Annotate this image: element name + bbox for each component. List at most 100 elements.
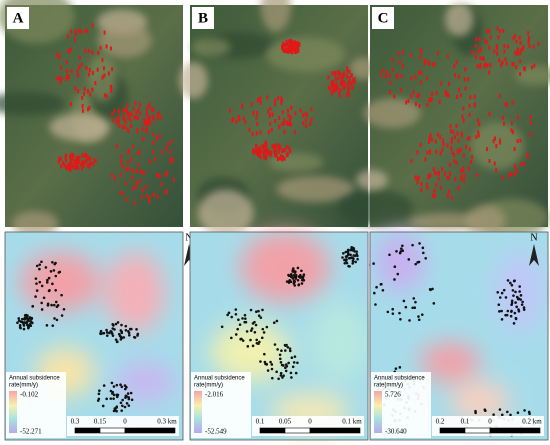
ps-point bbox=[74, 161, 77, 166]
ps-point bbox=[414, 300, 417, 304]
ps-point bbox=[463, 173, 466, 178]
ps-point bbox=[507, 173, 510, 178]
ps-point bbox=[504, 313, 507, 317]
ps-point bbox=[474, 411, 477, 415]
ps-point bbox=[220, 325, 224, 329]
ps-point bbox=[242, 116, 245, 121]
ps-point bbox=[275, 370, 278, 374]
ps-point bbox=[116, 120, 119, 125]
ps-point bbox=[249, 329, 253, 332]
ps-point bbox=[102, 66, 105, 71]
ps-point bbox=[85, 66, 88, 71]
ps-point bbox=[255, 338, 259, 342]
ps-point bbox=[118, 123, 121, 128]
ps-point bbox=[40, 301, 43, 305]
ps-point bbox=[279, 156, 282, 161]
ps-point bbox=[462, 106, 465, 111]
ps-point bbox=[414, 262, 417, 266]
ps-point bbox=[142, 137, 145, 142]
ps-point bbox=[299, 276, 302, 279]
ps-point bbox=[252, 150, 255, 155]
ps-point bbox=[425, 182, 428, 187]
ps-point bbox=[418, 103, 421, 108]
ps-point bbox=[278, 353, 282, 357]
ps-point bbox=[302, 121, 305, 126]
ps-point bbox=[435, 149, 438, 154]
ps-point bbox=[288, 347, 292, 350]
ps-point bbox=[527, 39, 530, 44]
ps-point bbox=[341, 256, 344, 259]
ps-point bbox=[347, 92, 350, 97]
ps-point bbox=[78, 55, 81, 60]
ps-point bbox=[134, 185, 137, 190]
ps-point bbox=[341, 81, 344, 86]
terrain-patch bbox=[266, 37, 346, 72]
ps-point bbox=[430, 137, 433, 142]
ps-point bbox=[89, 92, 92, 97]
ps-point bbox=[111, 112, 114, 117]
ps-point bbox=[130, 157, 133, 162]
ps-point bbox=[268, 112, 271, 117]
ps-point bbox=[375, 285, 378, 289]
ps-point bbox=[98, 389, 101, 392]
ps-point bbox=[255, 310, 258, 313]
ps-point bbox=[102, 384, 106, 387]
ps-point bbox=[477, 50, 480, 55]
ps-point bbox=[273, 144, 276, 149]
ps-point bbox=[271, 144, 274, 149]
ps-point bbox=[515, 305, 518, 309]
ps-point bbox=[147, 104, 150, 109]
ps-point bbox=[420, 188, 423, 193]
ps-point bbox=[511, 62, 514, 67]
ps-point bbox=[64, 158, 67, 163]
ps-point bbox=[447, 175, 450, 180]
ps-point bbox=[426, 102, 429, 107]
ps-point bbox=[18, 324, 22, 327]
ps-point bbox=[296, 266, 300, 270]
ps-point bbox=[57, 271, 61, 274]
ps-point bbox=[440, 81, 443, 86]
ps-point bbox=[521, 300, 524, 304]
ps-point bbox=[424, 58, 427, 63]
ps-point bbox=[410, 94, 413, 99]
ps-point bbox=[127, 404, 131, 407]
ps-point bbox=[115, 395, 119, 399]
ps-point bbox=[136, 127, 139, 132]
ps-point bbox=[85, 158, 88, 163]
ps-point bbox=[94, 158, 97, 163]
ps-point bbox=[31, 321, 34, 325]
ps-point bbox=[44, 266, 48, 269]
ps-point bbox=[436, 51, 439, 56]
ps-point bbox=[69, 47, 72, 52]
ps-point bbox=[343, 84, 346, 89]
ps-point bbox=[277, 149, 280, 154]
ps-point bbox=[73, 37, 76, 42]
ps-point bbox=[249, 338, 252, 342]
ps-point bbox=[283, 129, 286, 134]
ps-point bbox=[170, 139, 173, 144]
ps-point bbox=[278, 357, 282, 361]
ps-point bbox=[286, 345, 290, 349]
ps-point bbox=[146, 117, 149, 122]
ps-point bbox=[471, 50, 474, 55]
ps-point bbox=[468, 147, 471, 152]
ps-point bbox=[122, 108, 125, 113]
ps-point bbox=[66, 34, 69, 39]
ps-point bbox=[88, 68, 91, 73]
legend-title: rate(mm/y) bbox=[194, 383, 223, 389]
terrain-patch bbox=[97, 22, 152, 58]
ps-point bbox=[277, 146, 280, 151]
ps-point bbox=[442, 142, 445, 147]
ps-point bbox=[274, 98, 277, 103]
ps-point bbox=[126, 392, 130, 395]
ps-point bbox=[493, 136, 496, 141]
ps-point bbox=[86, 28, 89, 33]
terrain-patch bbox=[470, 122, 525, 170]
ps-point bbox=[112, 397, 115, 400]
ps-point bbox=[294, 42, 297, 47]
ps-point bbox=[393, 265, 397, 268]
ps-point bbox=[431, 193, 434, 198]
ps-point bbox=[150, 107, 153, 112]
ps-point bbox=[401, 50, 404, 55]
ps-point bbox=[416, 261, 419, 264]
